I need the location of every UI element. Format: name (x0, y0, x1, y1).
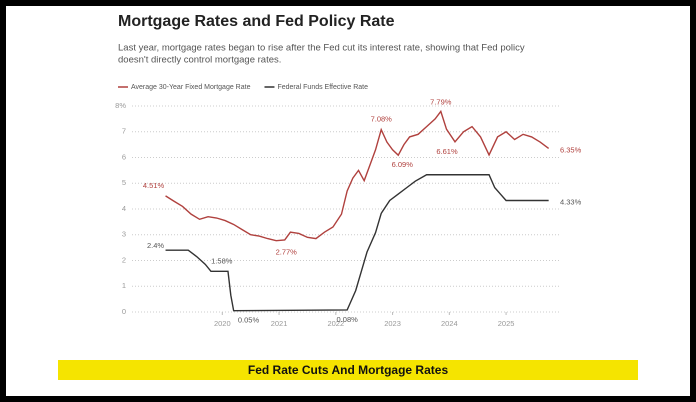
series-line (165, 174, 549, 312)
legend-label: Average 30-Year Fixed Mortgage Rate (131, 84, 251, 91)
annotation: 4.51% (143, 181, 165, 190)
annotation: 2.4% (147, 241, 164, 250)
canvas (6, 6, 690, 396)
annotation: 6.09% (392, 160, 414, 169)
x-tick-label: 2022 (327, 319, 344, 328)
legend-label: Federal Funds Effective Rate (277, 84, 368, 91)
chart-title: Mortgage Rates and Fed Policy Rate (118, 13, 395, 30)
annotation: 6.61% (436, 147, 458, 156)
banner: Fed Rate Cuts And Mortgage Rates (248, 363, 449, 377)
x-tick-label: 2024 (441, 319, 458, 328)
y-tick-label: 1 (122, 281, 126, 290)
annotation: 6.35% (560, 145, 582, 154)
annotation: 1.58% (211, 256, 233, 265)
x-tick-label: 2023 (384, 319, 401, 328)
banner-bg (58, 360, 638, 380)
annotation: 7.08% (371, 115, 393, 124)
y-tick-label: 7 (122, 127, 126, 136)
y-tick-label: 3 (122, 230, 126, 239)
annotation: 4.33% (560, 197, 582, 206)
annotation: 0.05% (238, 316, 260, 325)
y-tick-label: 0 (122, 307, 126, 316)
annotation: 0.08% (337, 315, 359, 324)
y-tick-label: 6 (122, 152, 126, 161)
y-tick-label: 8% (115, 101, 126, 110)
x-tick-label: 2021 (271, 319, 288, 328)
annotation: 7.79% (430, 97, 452, 106)
annotation: 2.77% (276, 248, 298, 257)
y-tick-label: 5 (122, 178, 126, 187)
x-tick-label: 2020 (214, 319, 231, 328)
y-tick-label: 4 (122, 204, 126, 213)
series-line (165, 109, 550, 242)
subtitle: doesn't directly control mortgage rates. (118, 55, 281, 66)
x-tick-label: 2025 (498, 319, 515, 328)
subtitle: Last year, mortgage rates began to rise … (118, 43, 525, 54)
y-tick-label: 2 (122, 255, 126, 264)
